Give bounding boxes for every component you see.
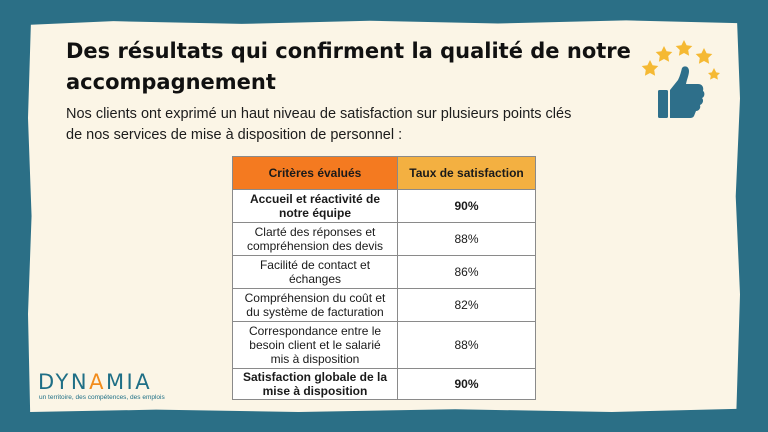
table-header-row: Critères évalués Taux de satisfaction xyxy=(232,156,536,190)
rate-cell: 88% xyxy=(397,321,536,369)
dynamia-logo: DYNAMIA un territoire, des compétences, … xyxy=(38,370,165,402)
star-icon xyxy=(708,68,720,80)
rate-cell: 88% xyxy=(397,222,536,256)
table-row: Satisfaction globale de la mise à dispos… xyxy=(232,368,536,400)
thumbs-up-stars-icon xyxy=(640,40,720,124)
rate-cell: 86% xyxy=(397,255,536,289)
table-row: Accueil et réactivité de notre équipe 90… xyxy=(232,189,536,223)
rate-cell: 90% xyxy=(397,368,536,400)
intro-text: Nos clients ont exprimé un haut niveau d… xyxy=(66,106,572,143)
page-title: Des résultats qui confirment la qualité … xyxy=(66,39,631,94)
star-icon xyxy=(655,46,673,62)
rate-cell: 90% xyxy=(397,189,536,223)
table-row: Compréhension du coût et du système de f… xyxy=(232,288,536,322)
criterion-cell: Satisfaction globale de la mise à dispos… xyxy=(232,368,398,400)
star-icon xyxy=(641,60,659,76)
rate-cell: 82% xyxy=(397,288,536,322)
star-icon xyxy=(695,48,713,64)
table-row: Facilité de contact et échanges 86% xyxy=(232,255,536,289)
satisfaction-table: Critères évalués Taux de satisfaction Ac… xyxy=(232,156,536,400)
logo-name: DYNAMIA xyxy=(38,370,153,394)
table-row: Clarté des réponses et compréhension des… xyxy=(232,222,536,256)
table-row: Correspondance entre le besoin client et… xyxy=(232,321,536,369)
header-criteria: Critères évalués xyxy=(232,156,398,190)
criterion-cell: Correspondance entre le besoin client et… xyxy=(232,321,398,369)
criterion-cell: Clarté des réponses et compréhension des… xyxy=(232,222,398,256)
header-rate: Taux de satisfaction xyxy=(397,156,536,190)
criterion-cell: Compréhension du coût et du système de f… xyxy=(232,288,398,322)
criterion-cell: Accueil et réactivité de notre équipe xyxy=(232,189,398,223)
criterion-cell: Facilité de contact et échanges xyxy=(232,255,398,289)
star-icon xyxy=(675,40,693,56)
logo-tagline: un territoire, des compétences, des empl… xyxy=(39,394,165,401)
